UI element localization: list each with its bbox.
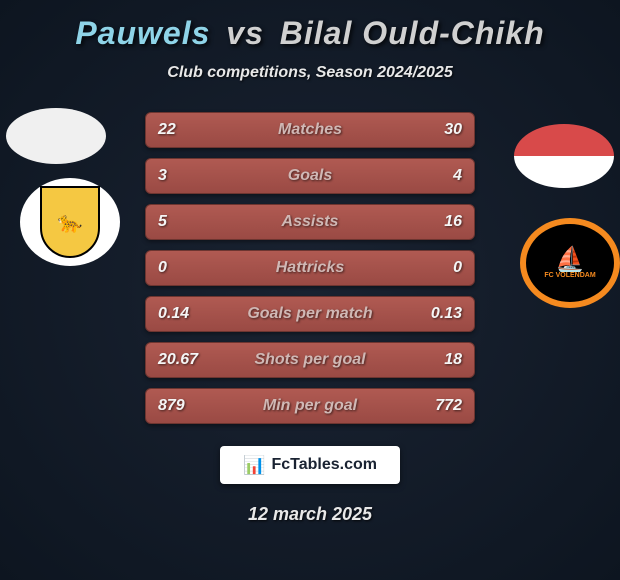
stat-left-value: 22 <box>158 121 208 139</box>
stat-right-value: 18 <box>412 351 462 369</box>
player1-avatar <box>6 108 106 164</box>
stat-row: 5 Assists 16 <box>145 204 475 240</box>
stat-label: Goals <box>288 167 332 185</box>
stat-label: Matches <box>278 121 342 139</box>
player1-name: Pauwels <box>75 15 210 51</box>
player2-name: Bilal Ould-Chikh <box>280 15 545 51</box>
stat-label: Min per goal <box>263 397 357 415</box>
stat-left-value: 3 <box>158 167 208 185</box>
stat-left-value: 0.14 <box>158 305 208 323</box>
stat-row: 22 Matches 30 <box>145 112 475 148</box>
vs-text: vs <box>226 15 264 51</box>
comparison-title: Pauwels vs Bilal Ould-Chikh <box>0 15 620 52</box>
stat-right-value: 16 <box>412 213 462 231</box>
fctables-logo: 📊 FcTables.com <box>220 446 400 484</box>
stat-right-value: 0.13 <box>412 305 462 323</box>
stat-row: 0 Hattricks 0 <box>145 250 475 286</box>
stat-row: 0.14 Goals per match 0.13 <box>145 296 475 332</box>
chart-icon: 📊 <box>243 455 265 476</box>
stat-label: Assists <box>282 213 339 231</box>
player2-club-badge: ⛵ FC VOLENDAM <box>520 218 620 308</box>
date-text: 12 march 2025 <box>0 504 620 525</box>
cambuur-shield-icon: 🐆 <box>40 186 100 258</box>
stat-left-value: 0 <box>158 259 208 277</box>
stat-right-value: 0 <box>412 259 462 277</box>
stat-left-value: 5 <box>158 213 208 231</box>
subtitle: Club competitions, Season 2024/2025 <box>0 64 620 82</box>
stat-row: 3 Goals 4 <box>145 158 475 194</box>
stat-label: Goals per match <box>247 305 372 323</box>
stat-label: Hattricks <box>276 259 344 277</box>
player2-avatar <box>514 124 614 188</box>
club-right-label: FC VOLENDAM <box>544 272 595 279</box>
stat-left-value: 879 <box>158 397 208 415</box>
logo-text: FcTables.com <box>271 456 377 474</box>
player1-club-badge: 🐆 <box>20 178 120 266</box>
ship-icon: ⛵ <box>544 248 595 272</box>
stat-left-value: 20.67 <box>158 351 208 369</box>
stat-row: 879 Min per goal 772 <box>145 388 475 424</box>
stat-right-value: 4 <box>412 167 462 185</box>
stat-row: 20.67 Shots per goal 18 <box>145 342 475 378</box>
stat-right-value: 772 <box>412 397 462 415</box>
stat-label: Shots per goal <box>254 351 365 369</box>
stat-right-value: 30 <box>412 121 462 139</box>
